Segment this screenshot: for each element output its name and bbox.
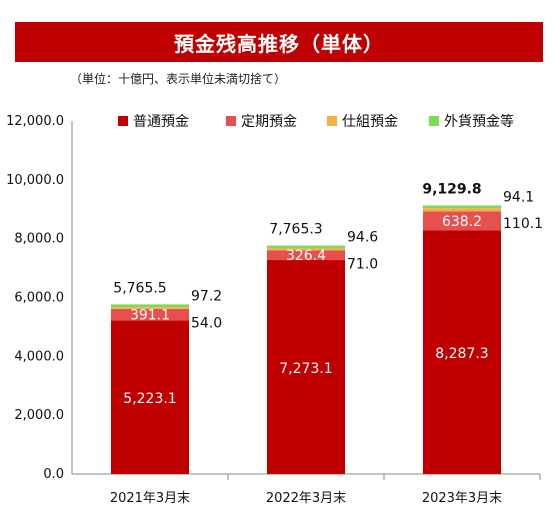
data-label: 110.1 xyxy=(503,216,543,232)
legend-swatch xyxy=(226,116,236,126)
bar-segment-1 xyxy=(423,230,501,474)
x-category-label: 2021年3月末 xyxy=(110,491,190,506)
bar-segment-3 xyxy=(111,307,189,309)
y-tick-label: 12,000.0 xyxy=(6,114,64,129)
legend-label: 外貨預金等 xyxy=(444,113,514,130)
data-label: 391.1 xyxy=(130,308,170,324)
data-label: 638.2 xyxy=(442,214,482,230)
bar-segment-4 xyxy=(423,205,501,209)
legend-swatch xyxy=(429,116,439,126)
y-tick-label: 6,000.0 xyxy=(14,291,64,306)
total-label: 7,765.3 xyxy=(269,222,322,238)
total-label: 9,129.8 xyxy=(422,181,481,197)
data-label: 5,223.1 xyxy=(123,391,176,407)
y-tick-label: 4,000.0 xyxy=(14,349,64,364)
data-label: 94.6 xyxy=(347,230,378,246)
bar-segment-4 xyxy=(267,245,345,249)
bar-segment-3 xyxy=(267,248,345,251)
legend-label: 仕組預金 xyxy=(342,114,398,130)
bar-segment-1 xyxy=(267,260,345,474)
bar-segment-2 xyxy=(111,308,189,321)
legend-swatch xyxy=(118,116,128,126)
legend-label: 普通預金 xyxy=(133,114,189,130)
data-label: 71.0 xyxy=(347,256,378,272)
bar-segment-2 xyxy=(423,211,501,231)
legend-label: 定期預金 xyxy=(241,114,297,130)
data-label: 7,273.1 xyxy=(279,361,332,377)
x-category-label: 2023年3月末 xyxy=(422,491,502,506)
y-tick-label: 10,000.0 xyxy=(6,173,64,188)
y-tick-label: 2,000.0 xyxy=(14,408,64,423)
data-label: 97.2 xyxy=(191,288,222,304)
data-label: 8,287.3 xyxy=(435,346,488,362)
y-tick-label: 0.0 xyxy=(43,467,64,482)
bar-segment-2 xyxy=(267,250,345,261)
bar-segment-1 xyxy=(111,320,189,474)
data-label: 326.4 xyxy=(286,248,326,264)
legend-swatch xyxy=(327,116,337,126)
unit-note: （単位：十億円、表示単位未満切捨て） xyxy=(70,72,287,86)
title-banner: 預金残高推移（単体） xyxy=(15,22,543,62)
bar-segment-3 xyxy=(423,208,501,212)
data-label: 54.0 xyxy=(191,315,222,331)
x-category-label: 2022年3月末 xyxy=(266,491,346,506)
data-label: 94.1 xyxy=(503,189,534,205)
bar-segment-4 xyxy=(111,304,189,308)
chart-title: 預金残高推移（単体） xyxy=(174,31,384,56)
y-tick-label: 8,000.0 xyxy=(14,232,64,247)
total-label: 5,765.5 xyxy=(113,280,166,296)
